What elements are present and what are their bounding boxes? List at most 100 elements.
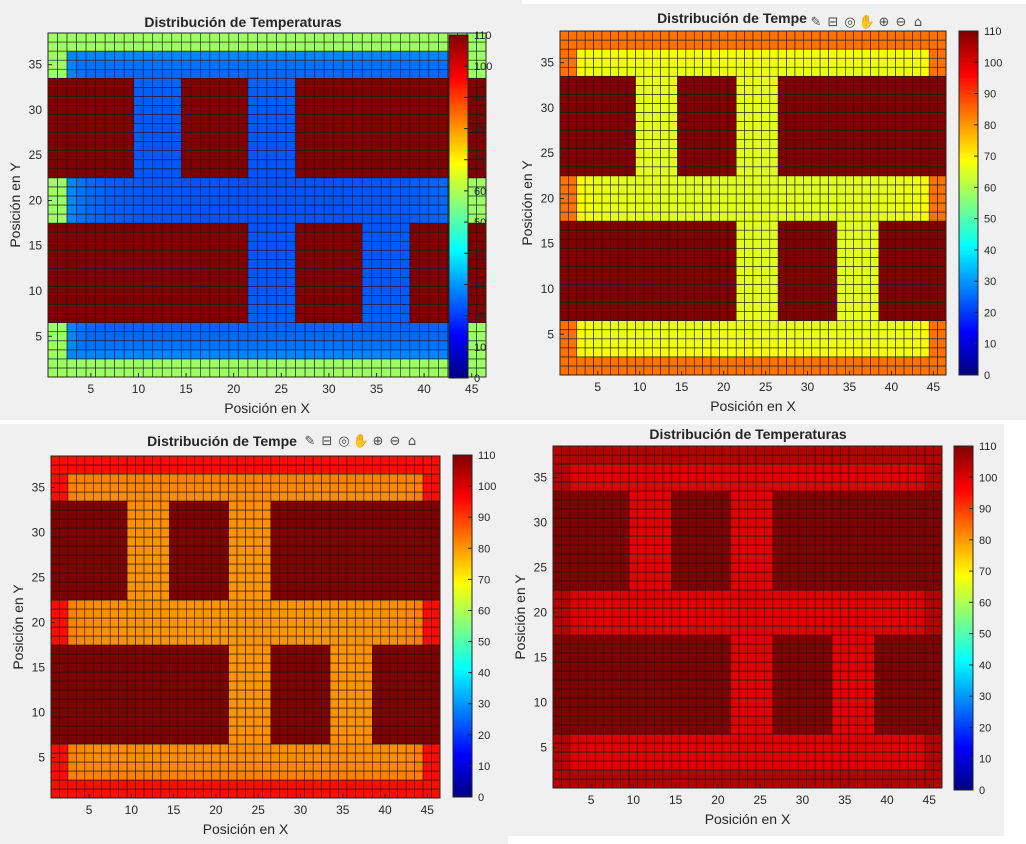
heatmap-cell bbox=[677, 112, 687, 122]
heatmap-cell bbox=[177, 734, 187, 745]
heatmap-cell bbox=[685, 57, 695, 68]
heatmap-cell bbox=[270, 599, 280, 610]
heatmap-cell bbox=[777, 57, 787, 68]
rotate-icon[interactable]: ◎ bbox=[844, 15, 856, 30]
heatmap-cell bbox=[143, 689, 153, 700]
heatmap-cell bbox=[878, 112, 888, 122]
heatmap-cell bbox=[312, 788, 322, 799]
heatmap-cell bbox=[677, 94, 687, 104]
heatmap-cell bbox=[819, 356, 829, 367]
heatmap-cell bbox=[109, 716, 119, 727]
heatmap-cell bbox=[84, 590, 94, 601]
heatmap-cell bbox=[414, 743, 424, 754]
heatmap-cell bbox=[50, 698, 60, 709]
heatmap-cell bbox=[123, 114, 134, 124]
home-icon[interactable]: ⌂ bbox=[913, 15, 923, 30]
heatmap-cell bbox=[819, 130, 829, 140]
heatmap-cell bbox=[710, 320, 720, 331]
heatmap-cell bbox=[844, 130, 854, 140]
heatmap-cell bbox=[719, 338, 729, 349]
heatmap-cell bbox=[59, 527, 69, 538]
heatmap-cell bbox=[177, 581, 187, 592]
heatmap-cell bbox=[769, 338, 779, 349]
heatmap-cell bbox=[431, 671, 441, 682]
heatmap-cell bbox=[576, 238, 586, 249]
heatmap-cell bbox=[85, 322, 96, 333]
heatmap-cell bbox=[209, 123, 220, 133]
heatmap-cell bbox=[811, 66, 821, 77]
zoom-in-icon[interactable]: ⊕ bbox=[878, 15, 890, 30]
heatmap-cell bbox=[895, 39, 905, 50]
heatmap-cell bbox=[276, 105, 287, 115]
heatmap-cell bbox=[76, 231, 87, 242]
heatmap-cell bbox=[133, 268, 144, 278]
heatmap-cell bbox=[338, 671, 348, 682]
heatmap-cell bbox=[735, 30, 745, 41]
heatmap-cell bbox=[123, 159, 134, 170]
heatmap-cell bbox=[152, 599, 162, 610]
heatmap-cell bbox=[266, 150, 277, 161]
heatmap-cell bbox=[114, 286, 125, 296]
heatmap-cell bbox=[355, 662, 365, 673]
heatmap-cell bbox=[181, 349, 192, 360]
heatmap-cell bbox=[219, 213, 230, 224]
heatmap-cell bbox=[828, 211, 838, 222]
heatmap-cell bbox=[912, 94, 922, 104]
heatmap-cell bbox=[262, 770, 272, 781]
heatmap-cell bbox=[276, 159, 287, 170]
heatmap-cell bbox=[95, 231, 106, 242]
heatmap-cell bbox=[422, 536, 432, 547]
heatmap-cell bbox=[295, 572, 305, 583]
heatmap-cell bbox=[219, 716, 229, 727]
heatmap-cell bbox=[104, 168, 115, 179]
heatmap-cell bbox=[568, 257, 578, 267]
heatmap-cell bbox=[181, 340, 192, 351]
heatmap-cell bbox=[190, 313, 201, 323]
heatmap-cell bbox=[135, 734, 145, 745]
heatmap-cell bbox=[419, 195, 430, 206]
heatmap-cell bbox=[126, 545, 136, 556]
heatmap-cell bbox=[262, 725, 272, 736]
heatmap-cell bbox=[886, 356, 896, 367]
heatmap-cell bbox=[668, 293, 678, 303]
heatmap-cell bbox=[142, 77, 154, 88]
heatmap-cell bbox=[295, 599, 305, 610]
heatmap-cell bbox=[312, 662, 322, 673]
colorbar-tick-label: 60 bbox=[474, 186, 486, 198]
heatmap-cell bbox=[803, 202, 813, 213]
heatmap-cell bbox=[126, 608, 136, 619]
heatmap-cell bbox=[295, 635, 305, 646]
heatmap-cell bbox=[937, 202, 947, 213]
heatmap-cell bbox=[895, 85, 905, 95]
heatmap-cell bbox=[422, 653, 432, 664]
heatmap-cell bbox=[702, 365, 712, 376]
x-tick-label: 10 bbox=[132, 382, 146, 396]
heatmap-cell bbox=[844, 39, 854, 50]
heatmap-cell bbox=[253, 572, 263, 583]
heatmap-cell bbox=[202, 635, 212, 646]
heatmap-cell bbox=[372, 680, 382, 691]
heatmap-cell bbox=[177, 626, 187, 637]
heatmap-cell bbox=[878, 247, 888, 258]
heatmap-cell bbox=[143, 743, 153, 754]
heatmap-cell bbox=[194, 689, 204, 700]
heatmap-cell bbox=[895, 175, 905, 186]
heatmap-cell bbox=[652, 48, 661, 59]
heatmap-cell bbox=[92, 635, 103, 646]
heatmap-cell bbox=[735, 175, 745, 186]
pan-icon[interactable]: ✋ bbox=[858, 15, 876, 30]
heatmap-cell bbox=[853, 284, 863, 294]
heatmap-cell bbox=[57, 367, 68, 378]
x-axis-label: Posición en X bbox=[710, 398, 796, 414]
heatmap-cell bbox=[295, 277, 306, 287]
heatmap-cell bbox=[380, 195, 392, 206]
datatip-icon[interactable]: ⊟ bbox=[827, 15, 839, 30]
brush-icon[interactable]: ✎ bbox=[810, 15, 822, 30]
heatmap-cell bbox=[371, 41, 382, 52]
heatmap-cell bbox=[50, 671, 60, 682]
heatmap-cell bbox=[66, 132, 77, 142]
heatmap-cell bbox=[114, 222, 125, 233]
zoom-out-icon[interactable]: ⊖ bbox=[895, 15, 907, 30]
heatmap-cell bbox=[245, 779, 255, 790]
heatmap-cell bbox=[438, 123, 449, 133]
